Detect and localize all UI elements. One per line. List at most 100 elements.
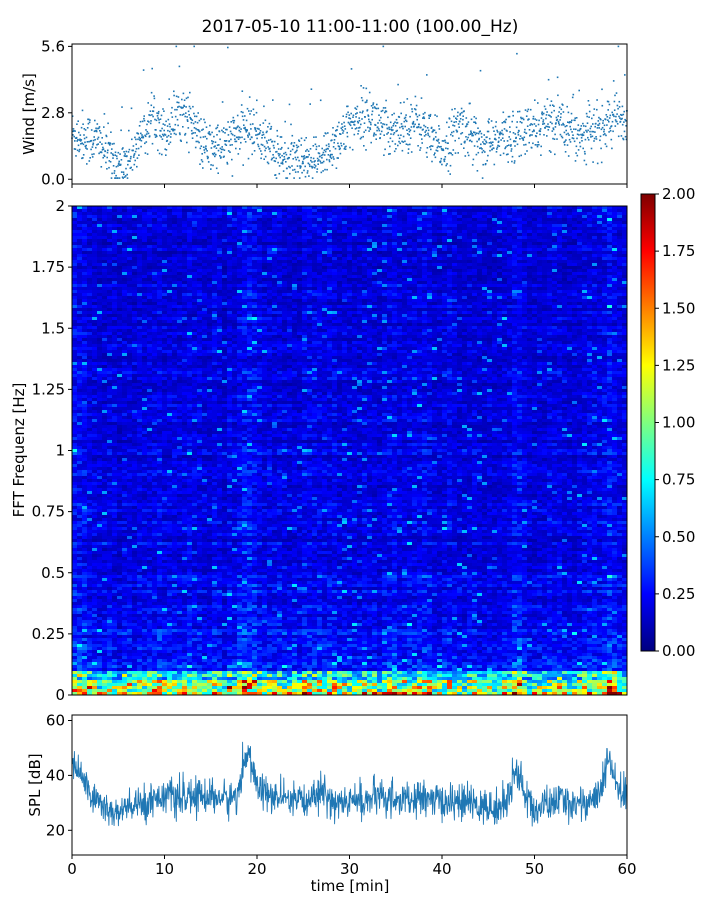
spectrogram-cell	[437, 239, 442, 242]
wind-point	[159, 153, 161, 155]
spectrogram-cell	[277, 245, 282, 248]
spectrogram-cell	[617, 284, 622, 287]
wind-point	[359, 127, 361, 129]
spectrogram-cell	[222, 218, 227, 221]
spectrogram-cell	[257, 230, 262, 233]
spectrogram-cell	[97, 251, 102, 254]
spectrogram-cell	[362, 221, 367, 224]
wind-point	[439, 128, 441, 130]
spectrogram-cell	[132, 218, 137, 221]
wind-point	[102, 157, 104, 159]
wind-point	[513, 140, 515, 142]
wind-point	[460, 113, 462, 115]
spectrogram-cell	[537, 239, 542, 242]
wind-point	[309, 164, 311, 166]
spectrogram-cell	[162, 284, 167, 287]
spectrogram-cell	[182, 233, 187, 236]
spectrogram-cell	[77, 260, 82, 263]
spectrogram-cell	[102, 278, 107, 281]
spectrogram-cell	[332, 248, 337, 251]
spectrogram-cell	[307, 209, 312, 212]
wind-point	[557, 95, 559, 97]
spectrogram-cell	[322, 206, 327, 209]
spectrogram-cell	[222, 245, 227, 248]
spectrogram-cell	[467, 242, 472, 245]
spectrogram-cell	[552, 278, 557, 281]
spectrogram-cell	[117, 263, 122, 266]
spectrogram-cell	[617, 251, 622, 254]
wind-point	[598, 120, 600, 122]
wind-point	[492, 144, 494, 146]
spectrogram-cell	[152, 263, 157, 266]
wind-x-ticks	[72, 184, 627, 188]
spectrogram-cell	[252, 206, 257, 209]
wind-point	[121, 159, 123, 161]
spectrogram-cell	[542, 209, 547, 212]
spectrogram-cell	[452, 230, 457, 233]
spectrogram-cell	[502, 275, 507, 278]
wind-point	[302, 163, 304, 165]
spectrogram-cell	[417, 272, 422, 275]
spectrogram-cell	[82, 224, 87, 227]
spectrogram-cell	[292, 257, 297, 260]
spectrogram-cell	[337, 272, 342, 275]
spectrogram-cell	[287, 260, 292, 263]
spectrogram-cell	[562, 233, 567, 236]
spectrogram-cell	[237, 224, 242, 227]
spectrogram-cell	[607, 263, 612, 266]
wind-point	[176, 102, 178, 104]
spectrogram-cell	[302, 272, 307, 275]
spectrogram-cell	[437, 224, 442, 227]
spectrogram-cell	[147, 254, 152, 257]
spectrogram-cell	[557, 263, 562, 266]
spectrogram-cell	[612, 281, 617, 284]
wind-point	[192, 137, 194, 139]
spectrogram-cell	[392, 269, 397, 272]
spectrogram-cell	[602, 233, 607, 236]
spectrogram-cell	[497, 263, 502, 266]
spectrogram-cell	[97, 248, 102, 251]
spectrogram-cell	[602, 263, 607, 266]
wind-point	[126, 151, 128, 153]
wind-point	[136, 148, 138, 150]
spectrogram-cell	[97, 266, 102, 269]
spectrogram-cell	[132, 245, 137, 248]
spectrogram-cell	[357, 239, 362, 242]
wind-point	[169, 123, 171, 125]
spectrogram-cell	[497, 239, 502, 242]
wind-point	[220, 156, 222, 158]
wind-point	[590, 128, 592, 130]
wind-point	[482, 164, 484, 166]
spectrogram-cell	[257, 224, 262, 227]
wind-point	[425, 130, 427, 132]
spectrogram-cell	[412, 281, 417, 284]
wind-point	[380, 122, 382, 124]
spectrogram-cell	[517, 227, 522, 230]
spectrogram-cell	[432, 242, 437, 245]
spectrogram-cell	[317, 230, 322, 233]
wind-point	[119, 153, 121, 155]
spectrogram-cell	[502, 233, 507, 236]
spectrogram-cell	[302, 257, 307, 260]
wind-point	[194, 116, 196, 118]
spectrogram-cell	[342, 287, 347, 290]
spectrogram-cell	[132, 263, 137, 266]
spectrogram-cell	[207, 209, 212, 212]
spectrogram-cell	[352, 239, 357, 242]
wind-point	[623, 111, 625, 113]
spectrogram-cell	[337, 257, 342, 260]
spectrogram-cell	[357, 266, 362, 269]
spectrogram-cell	[247, 218, 252, 221]
spectrogram-cell	[242, 281, 247, 284]
spectrogram-cell	[267, 254, 272, 257]
spectrogram-cell	[112, 281, 117, 284]
wind-point	[407, 133, 409, 135]
wind-point	[357, 133, 359, 135]
wind-point	[588, 100, 590, 102]
spectrogram-cell	[92, 236, 97, 239]
spectrogram-cell	[287, 224, 292, 227]
spectrogram-cell	[452, 233, 457, 236]
spectrogram-cell	[557, 269, 562, 272]
wind-point	[389, 146, 391, 148]
spectrogram-cell	[167, 227, 172, 230]
